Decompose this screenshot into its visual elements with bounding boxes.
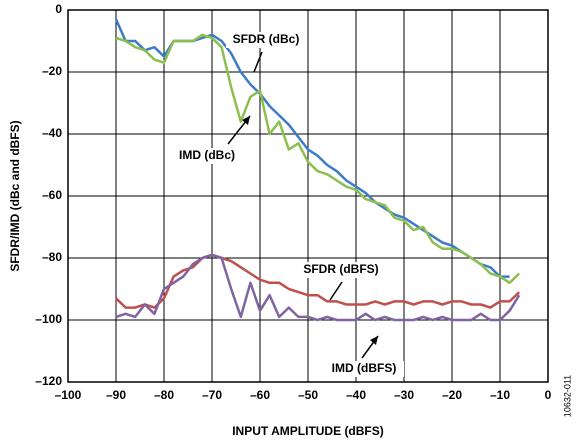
y-tick-label: –20 (42, 64, 62, 78)
x-tick-label: –10 (490, 388, 510, 402)
x-tick-label: –80 (154, 388, 174, 402)
arrow-head (242, 116, 250, 125)
annotation-bg (172, 148, 242, 164)
x-tick-label: –90 (106, 388, 126, 402)
annotations: SFDR (dBc) IMD (dBc) SFDR (dBFS) IMD (dB… (172, 32, 404, 377)
arrow (253, 51, 263, 73)
arrow (329, 281, 343, 301)
y-tick-label: –120 (35, 374, 62, 388)
annotation-bg (226, 32, 306, 48)
y-tick-label: –40 (42, 126, 62, 140)
x-tick-label: –50 (298, 388, 318, 402)
x-tick-label: –60 (250, 388, 270, 402)
arrow-head (370, 336, 378, 345)
series-line (115, 33, 521, 285)
x-tick-label: 0 (545, 388, 552, 402)
annotation: IMD (dBFS) (332, 361, 397, 375)
annotation: SFDR (dBc) (233, 32, 300, 46)
x-tick-label: –20 (442, 388, 462, 402)
x-axis-label: INPUT AMPLITUDE (dBFS) (232, 424, 384, 438)
x-tick-label: –100 (55, 388, 82, 402)
annotation-bg (324, 361, 404, 377)
figure-id: 10632-011 (562, 375, 572, 417)
annotation: SFDR (dBFS) (303, 262, 378, 276)
y-tick-label: –100 (35, 312, 62, 326)
x-tick-label: –70 (202, 388, 222, 402)
x-tick-label: –30 (394, 388, 414, 402)
y-tick-label: 0 (55, 2, 62, 16)
y-axis-label: SFDR/IMD (dBc and dBFS) (8, 120, 22, 271)
annotation: IMD (dBc) (179, 148, 235, 162)
annotation-bg (296, 262, 386, 278)
x-tick-label: –40 (346, 388, 366, 402)
series-line (114, 18, 510, 278)
y-tick-label: –80 (42, 250, 62, 264)
series-line (115, 253, 521, 322)
plot-frame (67, 9, 549, 383)
plot-area: –100 –90 –80 –70 –60 –50 –40 –30 –20 –10 00–20–40–… (35, 2, 551, 402)
y-tick-label: –60 (42, 188, 62, 202)
series-line (115, 253, 521, 309)
